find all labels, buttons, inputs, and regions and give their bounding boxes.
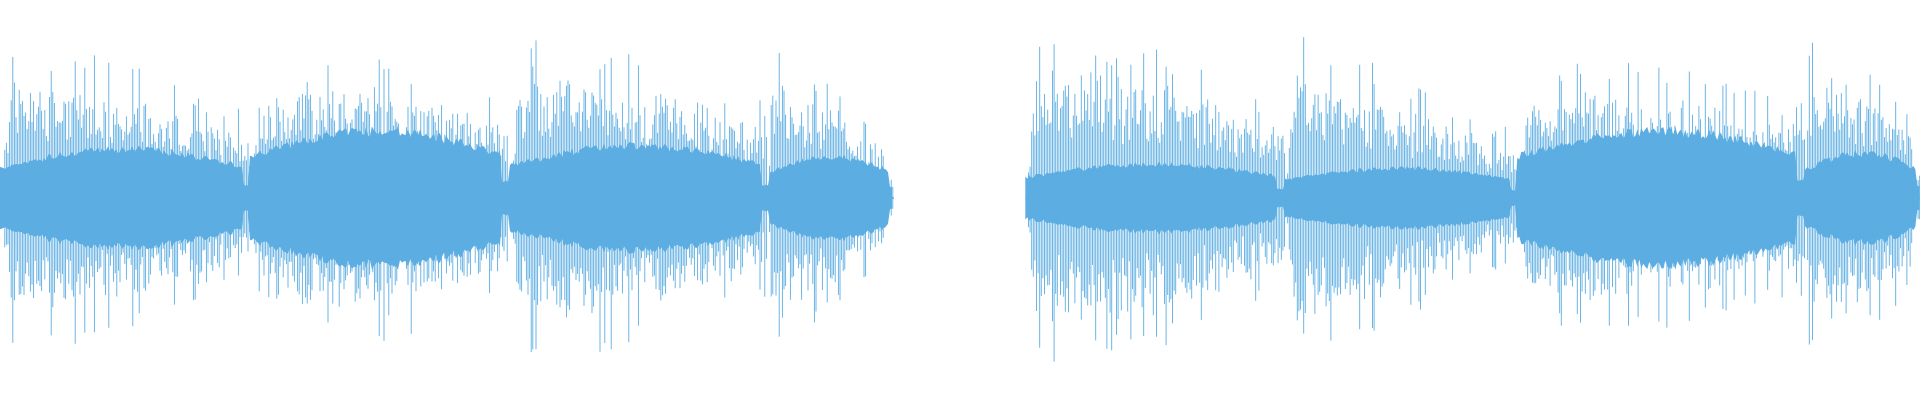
waveform-clip-2[interactable] <box>1025 37 1920 362</box>
waveform-clip-1[interactable] <box>0 40 894 353</box>
waveform-clips <box>0 37 1920 362</box>
